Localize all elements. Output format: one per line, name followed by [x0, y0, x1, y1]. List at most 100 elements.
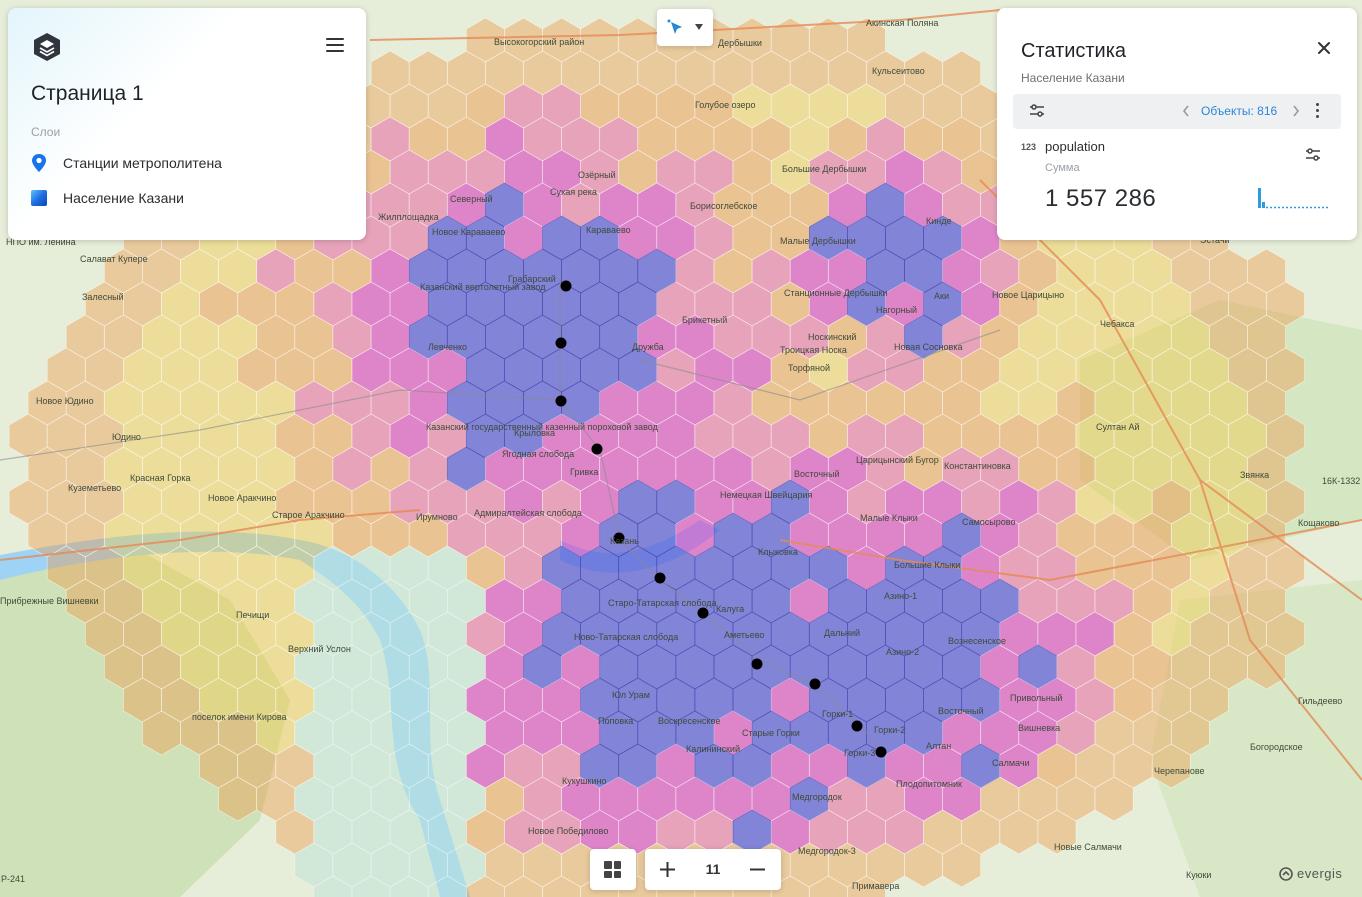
stats-title: Статистика	[1021, 40, 1127, 62]
app-logo-icon	[34, 33, 60, 61]
stats-toolbar: Объекты: 816	[1013, 94, 1341, 129]
brand-watermark: evergis	[1279, 866, 1342, 881]
place-label: Печищи	[236, 610, 269, 620]
place-label: Султан Ай	[1096, 422, 1140, 432]
place-label: Царицынский Бугор	[856, 455, 939, 465]
place-label: Караваево	[586, 225, 631, 235]
place-label: Сухая река	[550, 187, 597, 197]
place-label: Константиновка	[944, 461, 1011, 471]
forest-area	[0, 540, 290, 897]
place-label: Жилплощадка	[378, 212, 439, 222]
place-labels-layer: Акинская Поляна Кульсеитово Дербышки Голубо…	[0, 18, 1360, 891]
metro-station-marker[interactable]	[555, 337, 567, 349]
brand-name: evergis	[1297, 866, 1343, 881]
place-label: Привольный	[1010, 693, 1062, 703]
zoom-in-button[interactable]	[659, 861, 676, 878]
chevron-left-icon[interactable]	[1181, 104, 1191, 118]
place-label: Красная Горка	[130, 473, 191, 483]
forest-area	[1150, 580, 1362, 897]
place-label: Малые Дербышки	[780, 236, 856, 246]
place-label: Черепанове	[1154, 766, 1205, 776]
place-label: Казанский государственный казенный порох…	[426, 422, 659, 432]
field-settings-icon[interactable]	[1305, 148, 1321, 162]
layers-panel: Страница 1 Слои Станции метрополитена На…	[8, 8, 366, 240]
place-label: Новые Салмачи	[1054, 842, 1122, 852]
place-label: Юдино	[112, 432, 141, 442]
more-vertical-icon[interactable]	[1313, 103, 1321, 119]
place-label: Азино-2	[886, 647, 919, 657]
page-title[interactable]: Страница 1	[31, 82, 144, 105]
menu-icon[interactable]	[326, 38, 344, 54]
place-label: Медгородок	[792, 792, 842, 802]
place-label: Станционные Дербышки	[784, 288, 888, 298]
place-label: Малые Клыки	[860, 513, 918, 523]
place-label: Ягодная слобода	[502, 449, 574, 459]
place-label: Новое Царицыно	[992, 290, 1064, 300]
place-label: Алтан	[926, 741, 951, 751]
zoom-out-button[interactable]	[749, 861, 766, 878]
hex-cell	[427, 875, 467, 897]
place-label: Кульсеитово	[872, 66, 925, 76]
hex-cell	[1094, 776, 1134, 822]
place-label: Казанский вертолетный завод	[420, 282, 546, 292]
hex-cell	[1247, 644, 1286, 690]
place-label: Кукушкино	[562, 776, 606, 786]
layer-label: Население Казани	[63, 190, 184, 206]
place-label: Калининский	[686, 744, 740, 754]
metro-station-marker[interactable]	[875, 746, 887, 758]
place-label: 16К-1332	[1322, 476, 1360, 486]
place-label: Аки	[934, 291, 949, 301]
metro-station-marker[interactable]	[809, 678, 821, 690]
zoom-control: 11	[645, 849, 781, 890]
railways	[0, 280, 1001, 751]
hex-cell	[618, 875, 658, 897]
layer-item-metro-stations[interactable]: Станции метрополитена	[31, 152, 222, 174]
metro-station-marker[interactable]	[613, 532, 625, 544]
place-label: Залесный	[82, 292, 124, 302]
place-label: Дербышки	[718, 38, 762, 48]
place-label: Старо-Татарская слобода	[608, 598, 717, 608]
place-label: Грабарский	[508, 274, 556, 284]
metro-station-marker[interactable]	[555, 395, 567, 407]
place-label: Новое Аракчино	[208, 493, 276, 503]
place-label: Северный	[450, 194, 493, 204]
place-label: Большие Дербышки	[782, 164, 866, 174]
place-label: Медгородок-3	[798, 846, 856, 856]
map-pin-icon	[32, 154, 46, 172]
hex-cell	[847, 875, 886, 897]
close-icon[interactable]	[1317, 41, 1331, 55]
objects-count[interactable]: Объекты: 816	[1201, 104, 1278, 118]
metro-station-marker[interactable]	[751, 658, 763, 670]
filter-sliders-icon[interactable]	[1029, 104, 1045, 118]
chevron-right-icon[interactable]	[1291, 104, 1301, 118]
place-label: Аметьево	[724, 630, 764, 640]
metro-station-marker[interactable]	[654, 572, 666, 584]
place-label: Брикетный	[682, 315, 727, 325]
metro-station-marker[interactable]	[697, 607, 709, 619]
hex-cell	[389, 875, 429, 897]
layers-section-label: Слои	[31, 125, 61, 139]
evergis-logo-icon	[1279, 866, 1293, 881]
layer-item-population[interactable]: Население Казани	[31, 187, 184, 209]
place-label: Торфяной	[788, 363, 830, 373]
zoom-level: 11	[705, 861, 721, 877]
metro-station-marker[interactable]	[560, 280, 572, 292]
layer-label: Станции метрополитена	[63, 155, 222, 171]
hex-cell	[313, 875, 353, 897]
place-label: Акинская Поляна	[866, 18, 938, 28]
place-label: Чебакса	[1100, 319, 1134, 329]
major-roads	[0, 9, 1362, 781]
place-label: Салмачи	[992, 758, 1030, 768]
hex-cell	[1037, 809, 1077, 855]
metro-station-marker[interactable]	[851, 720, 863, 732]
place-label: Эстачи	[1200, 235, 1230, 245]
place-label: Старое Аракчино	[272, 510, 345, 520]
place-label: Юл Урам	[612, 690, 650, 700]
place-label: Троицкая Носка	[780, 345, 847, 355]
metro-station-marker[interactable]	[591, 443, 603, 455]
place-label: Нагорный	[876, 305, 917, 315]
basemap-grid-button[interactable]	[590, 849, 636, 890]
place-label: Плодопитомник	[896, 779, 962, 789]
place-label: Носкинский	[808, 332, 856, 342]
selection-tool-dropdown[interactable]	[657, 9, 713, 46]
